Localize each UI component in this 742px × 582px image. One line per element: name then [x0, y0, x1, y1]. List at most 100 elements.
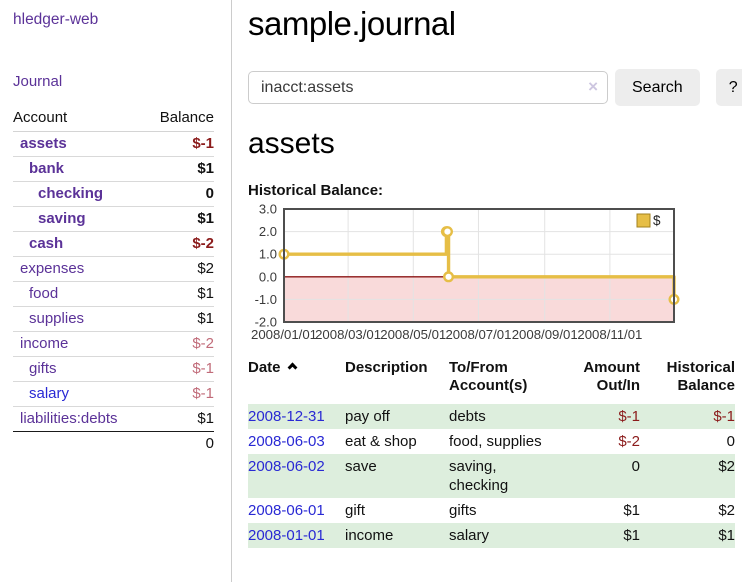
- account-balance: $1: [145, 281, 214, 307]
- account-balance: $-1: [145, 381, 214, 407]
- historical-balance-chart: 3.0 2.0 1.0 0.0 -1.0 -2.02008/01/012008/03/01…: [251, 204, 680, 342]
- svg-text:-2.0: -2.0: [255, 315, 277, 330]
- search-input[interactable]: [248, 71, 608, 104]
- account-link[interactable]: salary: [29, 385, 70, 402]
- account-link[interactable]: expenses: [20, 260, 85, 277]
- transaction-accounts: food, supplies: [449, 433, 542, 450]
- account-link[interactable]: food: [29, 285, 59, 302]
- account-link[interactable]: cash: [29, 235, 64, 252]
- transaction-balance: $2: [718, 458, 735, 475]
- transaction-description: income: [345, 527, 394, 544]
- column-header-amount: Amount Out/In: [583, 359, 640, 394]
- account-row: supplies $1: [13, 306, 214, 332]
- chart-title: Historical Balance:: [248, 182, 384, 199]
- account-row: checking 0: [13, 181, 214, 207]
- svg-text:1.0: 1.0: [259, 247, 277, 262]
- svg-text:$: $: [653, 213, 661, 228]
- accounts-total-row: 0: [13, 432, 214, 457]
- help-button[interactable]: ?: [715, 69, 742, 106]
- account-link[interactable]: assets: [20, 135, 67, 152]
- svg-text:2008/09/01: 2008/09/01: [512, 327, 578, 342]
- transaction-date-link[interactable]: 2008-06-01: [248, 502, 325, 519]
- transactions-table: Date Description To/From Account(s) Amou…: [248, 359, 735, 548]
- svg-text:2008/01/01: 2008/01/01: [251, 327, 317, 342]
- account-balance: $1: [145, 156, 214, 182]
- transaction-row: 2008-12-31 pay off debts $-1 $-1: [248, 404, 735, 429]
- transaction-accounts: gifts: [449, 502, 477, 519]
- transaction-date-link[interactable]: 2008-12-31: [248, 408, 325, 425]
- svg-text:0.0: 0.0: [259, 269, 277, 284]
- transaction-accounts: debts: [449, 408, 486, 425]
- account-row: food $1: [13, 281, 214, 307]
- transaction-amount: 0: [631, 458, 640, 475]
- transaction-balance: $2: [718, 502, 735, 519]
- transaction-balance: $1: [718, 527, 735, 544]
- column-header-balance: Historical Balance: [666, 359, 735, 394]
- account-link[interactable]: gifts: [29, 360, 57, 377]
- transaction-row: 2008-06-03 eat & shop food, supplies $-2 0: [248, 429, 735, 454]
- account-balance: $1: [145, 406, 214, 432]
- account-balance: $-2: [145, 331, 214, 357]
- account-link[interactable]: checking: [38, 185, 104, 202]
- column-header-date[interactable]: Date: [248, 359, 345, 404]
- account-link[interactable]: income: [20, 335, 69, 352]
- account-row: bank $1: [13, 156, 214, 182]
- accounts-table: Account Balance assets $-1 bank $1 checking 0…: [13, 106, 214, 456]
- transaction-accounts: saving, checking: [449, 458, 509, 494]
- main-content: sample.journal × Search ? assets Histori…: [232, 0, 742, 548]
- search-button[interactable]: Search: [615, 69, 700, 106]
- account-row: saving $1: [13, 206, 214, 232]
- account-row: liabilities:debts $1: [13, 406, 214, 432]
- transaction-row: 2008-06-01 gift gifts $1 $2: [248, 498, 735, 523]
- transaction-description: save: [345, 458, 377, 475]
- accounts-header-account: Account: [13, 106, 146, 132]
- account-balance: $1: [145, 206, 214, 232]
- account-row: assets $-1: [13, 131, 214, 157]
- page-title: sample.journal: [248, 5, 456, 42]
- svg-text:2008/07/01: 2008/07/01: [445, 327, 511, 342]
- clear-search-icon[interactable]: ×: [588, 77, 598, 96]
- account-balance: $2: [145, 256, 214, 282]
- account-balance: $-1: [145, 356, 214, 382]
- transaction-date-link[interactable]: 2008-06-03: [248, 433, 325, 450]
- account-balance: $-1: [145, 131, 214, 157]
- column-header-accounts: To/From Account(s): [449, 359, 528, 394]
- transaction-description: gift: [345, 502, 366, 519]
- account-balance: $-2: [145, 231, 214, 257]
- sort-ascending-icon: [287, 362, 297, 373]
- account-link[interactable]: saving: [38, 210, 86, 227]
- transaction-description: pay off: [345, 408, 390, 425]
- transaction-description: eat & shop: [345, 433, 417, 450]
- transaction-amount: $1: [623, 527, 640, 544]
- transaction-amount: $-2: [618, 433, 640, 450]
- account-row: gifts $-1: [13, 356, 214, 382]
- column-header-description: Description: [345, 359, 428, 376]
- nav-journal-link[interactable]: Journal: [13, 73, 63, 90]
- sidebar: hledger-web Journal Account Balance asse…: [0, 0, 232, 582]
- account-balance: $1: [145, 306, 214, 332]
- app-title-link[interactable]: hledger-web: [13, 11, 99, 28]
- account-link[interactable]: liabilities:debts: [20, 410, 118, 427]
- transaction-balance: 0: [726, 433, 735, 450]
- account-link[interactable]: supplies: [29, 310, 85, 327]
- transaction-row: 2008-01-01 income salary $1 $1: [248, 523, 735, 548]
- svg-text:2008/03/01: 2008/03/01: [315, 327, 381, 342]
- accounts-header-balance: Balance: [145, 106, 214, 132]
- transaction-row: 2008-06-02 save saving, checking 0 $2: [248, 454, 735, 498]
- account-row: expenses $2: [13, 256, 214, 282]
- transaction-date-link[interactable]: 2008-06-02: [248, 458, 325, 475]
- transaction-amount: $-1: [618, 408, 640, 425]
- transaction-date-link[interactable]: 2008-01-01: [248, 527, 325, 544]
- account-heading: assets: [248, 127, 335, 160]
- transaction-amount: $1: [623, 502, 640, 519]
- svg-text:2008/11/01: 2008/11/01: [577, 327, 642, 342]
- svg-text:-1.0: -1.0: [255, 292, 277, 307]
- account-balance: 0: [145, 181, 214, 207]
- transaction-accounts: salary: [449, 527, 490, 544]
- accounts-total: 0: [205, 435, 214, 452]
- account-link[interactable]: bank: [29, 160, 65, 177]
- svg-text:2008/05/01: 2008/05/01: [380, 327, 446, 342]
- account-row: salary $-1: [13, 381, 214, 407]
- account-row: income $-2: [13, 331, 214, 357]
- svg-text:2.0: 2.0: [259, 224, 277, 239]
